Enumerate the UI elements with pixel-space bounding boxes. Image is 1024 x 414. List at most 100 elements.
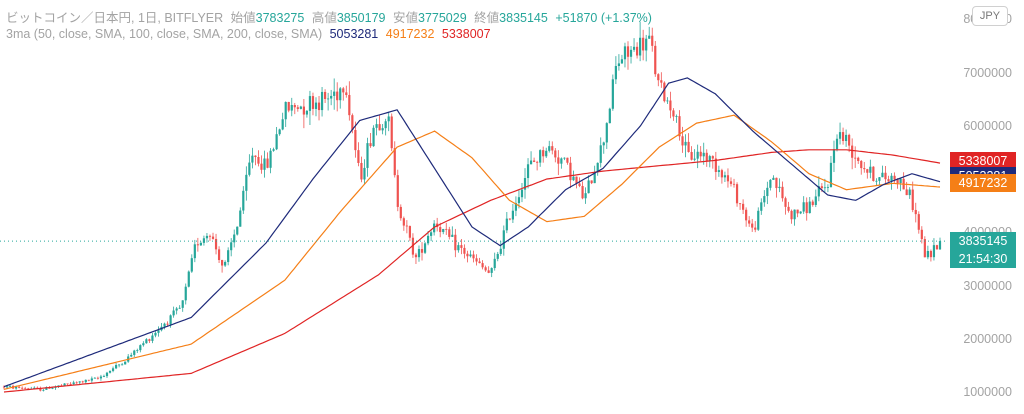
candle-body bbox=[102, 376, 106, 377]
candle-body bbox=[814, 196, 817, 205]
candle-body bbox=[45, 387, 48, 390]
candle-body bbox=[15, 386, 18, 389]
candle-body bbox=[175, 308, 178, 311]
ohlc-header: ビットコイン／日本円, 1日, BITFLYER 始値3783275 高値385… bbox=[6, 7, 656, 26]
candle-body bbox=[151, 335, 154, 341]
candle-body bbox=[272, 149, 275, 151]
candle-body bbox=[536, 161, 539, 163]
price-axis-tick: 1000000 bbox=[963, 385, 1012, 399]
candle-body bbox=[569, 162, 572, 181]
candle-body bbox=[108, 370, 112, 373]
candle-body bbox=[838, 132, 842, 139]
candle-body bbox=[714, 158, 717, 172]
candle-body bbox=[923, 239, 926, 258]
candle-body bbox=[66, 383, 69, 385]
candle-body bbox=[24, 388, 27, 390]
candle-body bbox=[472, 254, 475, 259]
candle-body bbox=[672, 110, 675, 117]
candle-body bbox=[399, 206, 402, 219]
candle-body bbox=[372, 127, 375, 147]
candle-body bbox=[608, 108, 611, 124]
candle-body bbox=[357, 150, 360, 163]
candle-body bbox=[887, 179, 890, 182]
candle-body bbox=[269, 150, 272, 168]
candle-body bbox=[408, 226, 412, 238]
candle-body bbox=[339, 88, 342, 101]
candle-body bbox=[587, 180, 590, 194]
candle-body bbox=[33, 387, 36, 389]
candle-body bbox=[236, 226, 239, 235]
candle-body bbox=[605, 123, 608, 143]
candle-body bbox=[293, 104, 296, 108]
candle-body bbox=[99, 376, 103, 379]
candle-body bbox=[487, 270, 490, 273]
candle-body bbox=[557, 157, 560, 164]
candle-body bbox=[920, 229, 923, 240]
candle-body bbox=[369, 143, 372, 147]
candle-body bbox=[935, 245, 939, 250]
candle-body bbox=[75, 382, 78, 384]
candle-body bbox=[287, 101, 290, 111]
candle-body bbox=[787, 206, 790, 211]
candle-body bbox=[366, 143, 369, 168]
candle-body bbox=[493, 258, 496, 269]
candle-body bbox=[124, 361, 127, 365]
candle-body bbox=[614, 66, 617, 80]
price-axis-tick: 3000000 bbox=[963, 278, 1012, 293]
low-label: 安値 bbox=[392, 11, 418, 25]
candle-body bbox=[460, 245, 463, 248]
candle-body bbox=[281, 119, 284, 130]
candle-body bbox=[593, 172, 596, 184]
candle-body bbox=[417, 249, 421, 258]
indicator-legend[interactable]: 3ma (50, close, SMA, 100, close, SMA, 20… bbox=[6, 27, 495, 41]
candle-body bbox=[405, 225, 408, 227]
candle-body bbox=[726, 175, 730, 182]
candle-body bbox=[396, 175, 399, 207]
change-value: +51870 (+1.37%) bbox=[555, 11, 652, 25]
candle-body bbox=[863, 168, 866, 170]
candle-body bbox=[245, 174, 248, 191]
candle-body bbox=[729, 181, 733, 184]
candle-body bbox=[693, 158, 696, 160]
candle-body bbox=[896, 179, 899, 184]
ma50-line bbox=[3, 77, 941, 388]
candle-body bbox=[81, 381, 84, 383]
candle-body bbox=[375, 124, 378, 128]
symbol-label[interactable]: ビットコイン／日本円, 1日, BITFLYER bbox=[6, 11, 224, 25]
candle-body bbox=[654, 45, 657, 75]
candle-body bbox=[708, 156, 711, 162]
candle-body bbox=[881, 172, 884, 178]
candle-body bbox=[348, 95, 351, 116]
candle-body bbox=[248, 162, 251, 175]
candle-body bbox=[490, 268, 493, 273]
candle-body bbox=[224, 261, 227, 266]
candle-body bbox=[105, 372, 109, 377]
candle-body bbox=[154, 332, 157, 336]
candle-body bbox=[275, 134, 278, 150]
candle-body bbox=[817, 186, 820, 197]
candle-body bbox=[890, 175, 893, 182]
candle-body bbox=[820, 186, 823, 189]
candle-body bbox=[648, 35, 651, 39]
ma200-price-tag: 5338007 bbox=[950, 152, 1016, 171]
candle-body bbox=[775, 177, 778, 189]
candle-body bbox=[623, 46, 627, 60]
candle-body bbox=[378, 124, 381, 131]
indicator-label[interactable]: 3ma (50, close, SMA, 100, close, SMA, 20… bbox=[6, 27, 323, 41]
candle-body bbox=[18, 386, 21, 388]
candle-body bbox=[354, 129, 357, 151]
low-value: 3775029 bbox=[418, 11, 467, 25]
candle-body bbox=[790, 210, 793, 220]
candle-body bbox=[841, 132, 845, 141]
candle-body bbox=[466, 253, 469, 257]
candle-body bbox=[517, 197, 521, 204]
candle-body bbox=[381, 128, 384, 131]
high-value: 3850179 bbox=[336, 11, 386, 25]
candle-body bbox=[711, 156, 714, 159]
candle-body bbox=[917, 214, 920, 230]
currency-button[interactable]: JPY bbox=[972, 6, 1008, 26]
candle-body bbox=[542, 150, 545, 157]
candle-body bbox=[720, 170, 724, 178]
candle-body bbox=[96, 377, 100, 379]
